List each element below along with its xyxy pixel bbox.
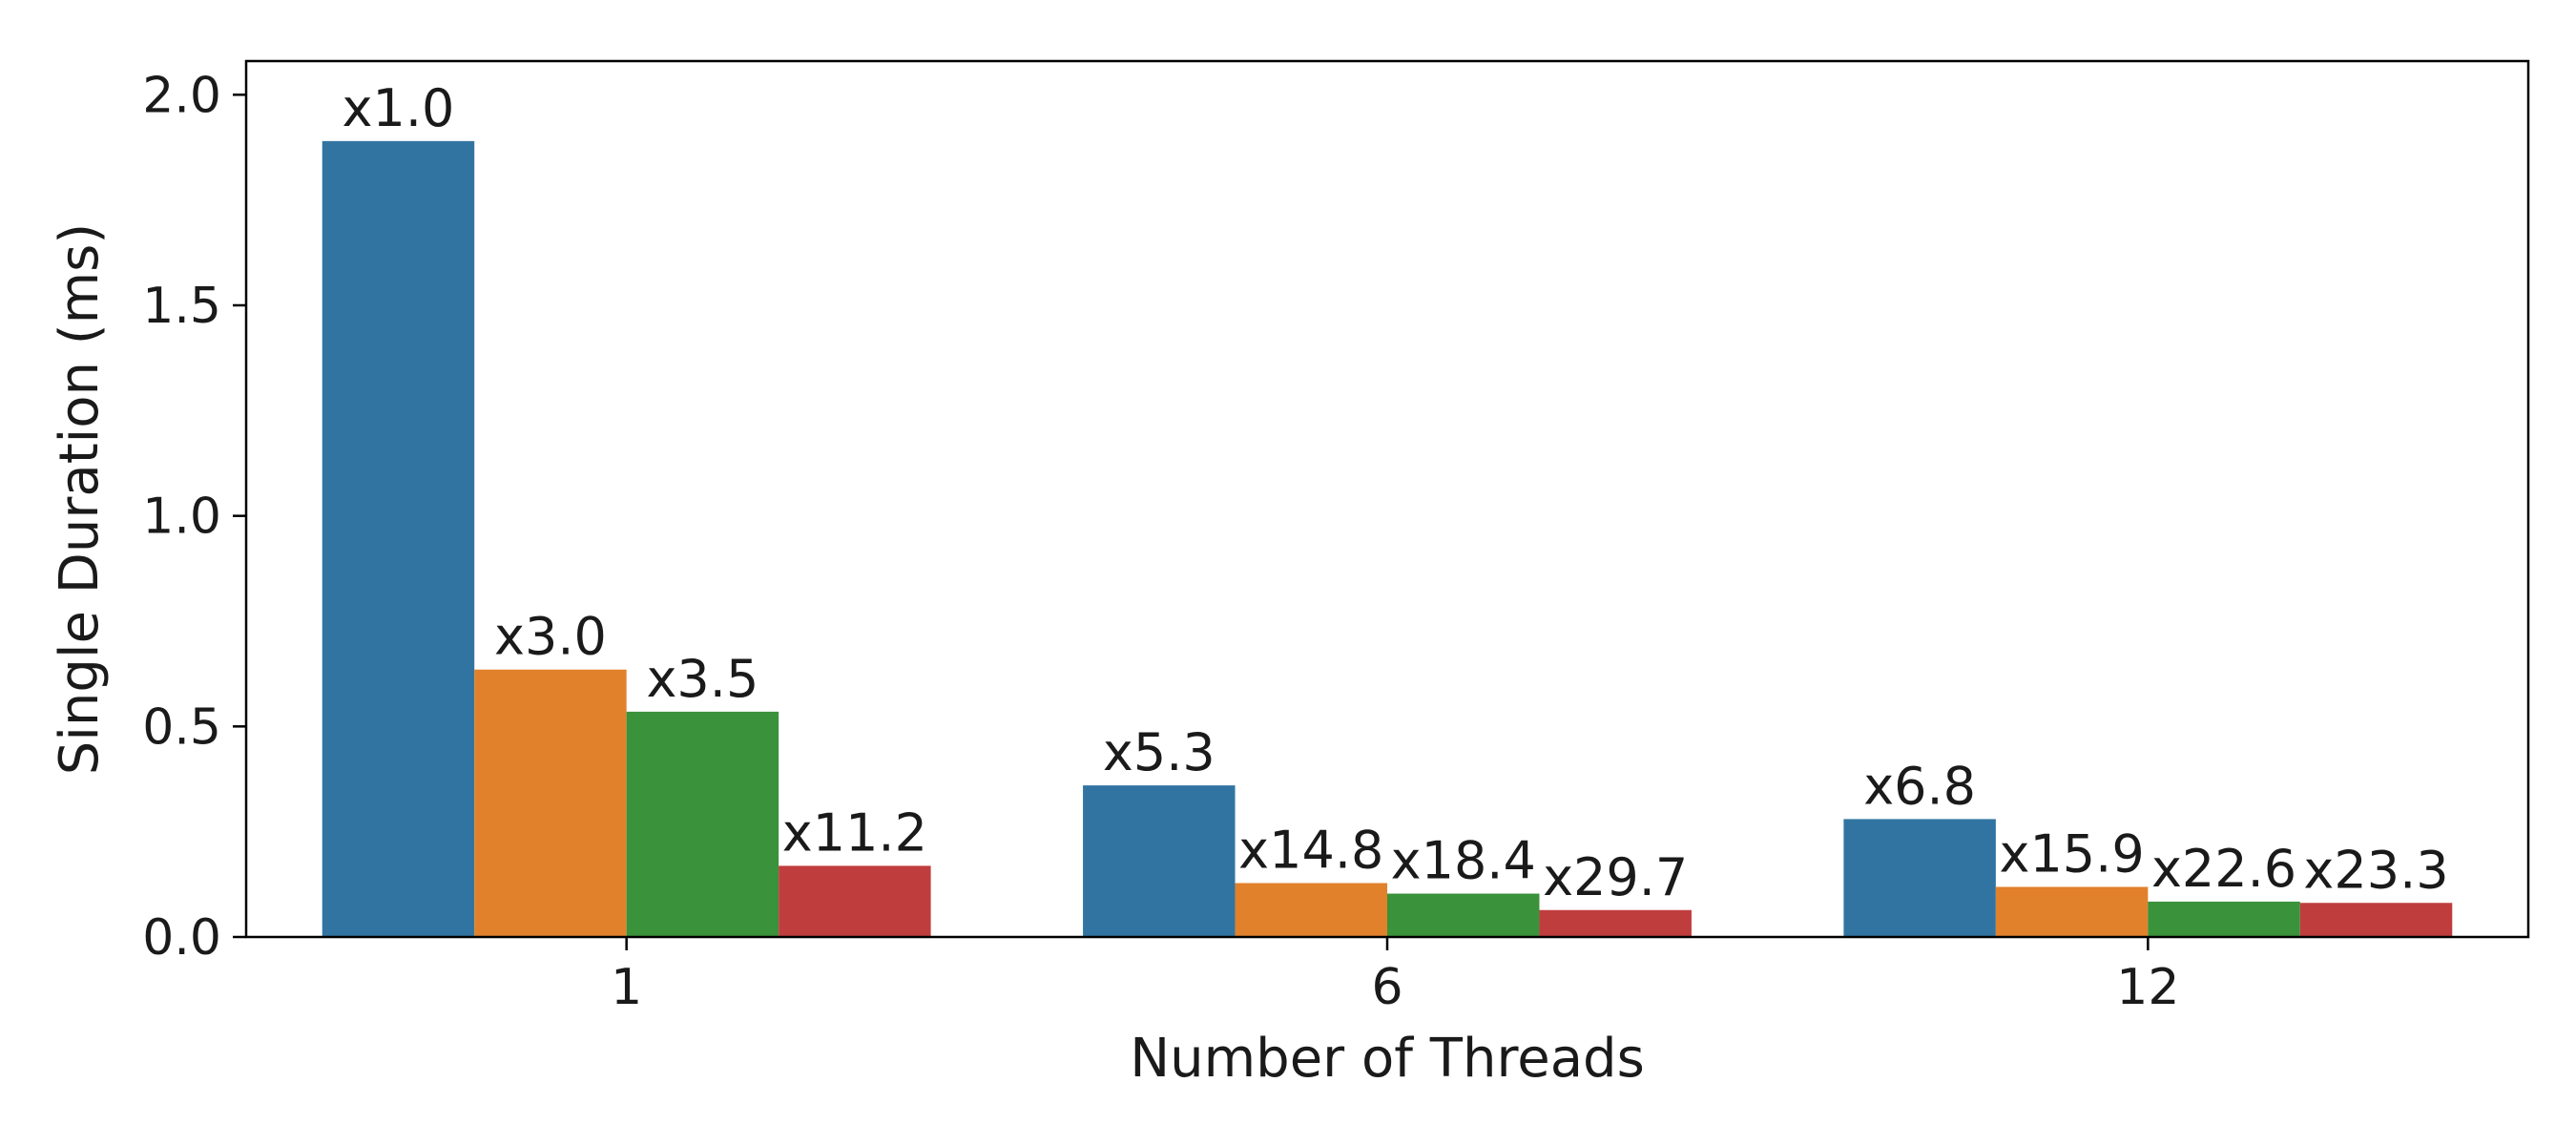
bar-cat12-series4 [2299,903,2453,937]
data-label-cat1-series1: x1.0 [343,78,455,138]
bar-cat1-series3 [626,711,779,937]
y-tick-label-2.0: 2.0 [142,67,221,124]
bar-cat6-series1 [1083,785,1236,937]
x-axis-title: Number of Threads [1130,1028,1645,1090]
y-axis-title: Single Duration (ms) [49,223,111,775]
data-label-cat6-series1: x5.3 [1103,722,1215,782]
data-label-cat12-series4: x23.3 [2303,840,2448,900]
y-axis: 0.0 0.5 1.0 1.5 2.0 [142,67,246,967]
data-label-cat12-series2: x15.9 [1999,823,2144,884]
bar-cat1-series4 [779,865,931,937]
data-labels-group: x1.0 x3.0 x3.5 x11.2 x5.3 x14.8 x18.4 x29.7 x6.8… [343,78,2449,907]
y-tick-label-0.5: 0.5 [142,698,221,756]
x-tick-label-12: 12 [2116,959,2179,1016]
bar-cat12-series2 [1995,886,2149,937]
data-label-cat6-series3: x18.4 [1391,831,1536,891]
x-tick-label-1: 1 [611,959,642,1016]
bar-cat12-series3 [2148,901,2300,937]
data-label-cat12-series3: x22.6 [2151,839,2296,899]
bar-cat12-series1 [1843,819,1996,937]
bar-cat6-series3 [1387,893,1540,937]
data-label-cat1-series2: x3.0 [494,607,607,667]
bars-group [322,140,2453,937]
y-tick-label-1.5: 1.5 [142,278,221,335]
data-label-cat1-series3: x3.5 [646,649,758,709]
data-label-cat6-series2: x14.8 [1238,821,1383,881]
data-label-cat1-series4: x11.2 [782,802,927,863]
y-tick-label-1.0: 1.0 [142,489,221,546]
bar-cat6-series4 [1539,909,1692,937]
bar-cat1-series1 [322,140,475,937]
data-label-cat6-series4: x29.7 [1543,847,1688,907]
data-label-cat12-series1: x6.8 [1863,756,1976,816]
bar-cat6-series2 [1235,883,1387,937]
x-tick-label-6: 6 [1371,959,1402,1016]
y-tick-label-0.0: 0.0 [142,909,221,967]
x-axis: 1 6 12 [611,937,2179,1016]
bar-cat1-series2 [474,669,627,937]
